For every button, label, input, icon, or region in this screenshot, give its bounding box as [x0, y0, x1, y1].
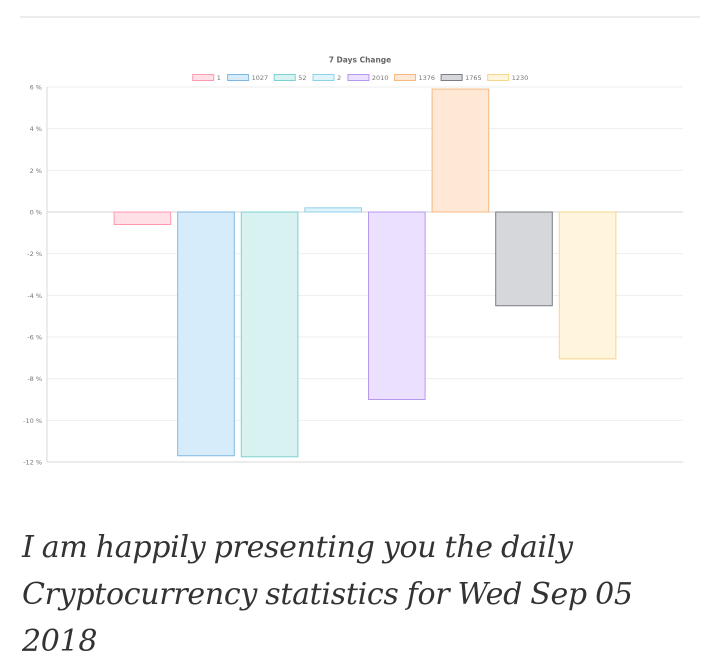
- y-tick-label: -8 %: [27, 375, 42, 383]
- y-tick-label: 2 %: [30, 167, 42, 175]
- bar-1376: [431, 88, 490, 213]
- bar-1027: [177, 211, 235, 457]
- legend-swatch: [227, 74, 250, 81]
- legend-item-1027[interactable]: 1027: [227, 74, 269, 82]
- legend-label: 1230: [512, 74, 529, 82]
- legend-item-2[interactable]: 2: [312, 74, 341, 82]
- y-tick-label: 4 %: [30, 125, 42, 133]
- bars: [113, 88, 617, 458]
- chart-legend: 1 1027 52 2 2010 1376 1765 1230: [192, 74, 529, 82]
- legend-label: 52: [298, 74, 306, 82]
- bar-52: [240, 211, 299, 458]
- y-tick-label: 6 %: [30, 84, 42, 92]
- bar-1: [113, 211, 172, 225]
- top-divider: [20, 16, 700, 18]
- legend-swatch: [394, 74, 416, 81]
- y-tick-label: -12 %: [23, 459, 42, 467]
- y-tick-label: -6 %: [27, 334, 42, 342]
- legend-item-1765[interactable]: 1765: [440, 74, 482, 82]
- y-axis-ticks: 6 % 4 % 2 % 0 % -2 % -4 % -6 % -8 % -10 % -12 %: [23, 84, 42, 467]
- legend-item-2010[interactable]: 2010: [347, 74, 389, 82]
- seven-days-change-chart: 7 Days Change 1 1027 52 2 2010 1376 1765 1230 6…: [23, 56, 683, 467]
- legend-label: 1765: [465, 74, 482, 82]
- legend-item-1376[interactable]: 1376: [394, 74, 436, 82]
- legend-swatch: [192, 74, 215, 81]
- y-tick-label: -4 %: [27, 292, 42, 300]
- y-tick-label: -10 %: [23, 417, 42, 425]
- y-tick-label: 0 %: [30, 209, 42, 217]
- bar-1765: [495, 211, 553, 307]
- legend-swatch: [273, 74, 296, 81]
- legend-swatch: [440, 74, 463, 81]
- legend-swatch: [312, 74, 335, 81]
- y-tick-label: -2 %: [27, 250, 42, 258]
- legend-label: 2: [337, 74, 341, 82]
- caption-text: I am happily presenting you the daily Cr…: [22, 530, 633, 659]
- legend-label: 2010: [372, 74, 389, 82]
- bar-1230: [558, 211, 617, 360]
- legend-swatch: [347, 74, 370, 81]
- legend-item-1[interactable]: 1: [192, 74, 221, 82]
- legend-swatch: [487, 74, 510, 81]
- bar-2: [304, 207, 363, 213]
- legend-item-52[interactable]: 52: [273, 74, 306, 82]
- legend-label: 1: [217, 74, 221, 82]
- legend-label: 1027: [252, 74, 269, 82]
- legend-item-1230[interactable]: 1230: [487, 74, 529, 82]
- bar-2010: [367, 211, 426, 400]
- legend-label: 1376: [419, 74, 436, 82]
- chart-title: 7 Days Change: [329, 56, 392, 65]
